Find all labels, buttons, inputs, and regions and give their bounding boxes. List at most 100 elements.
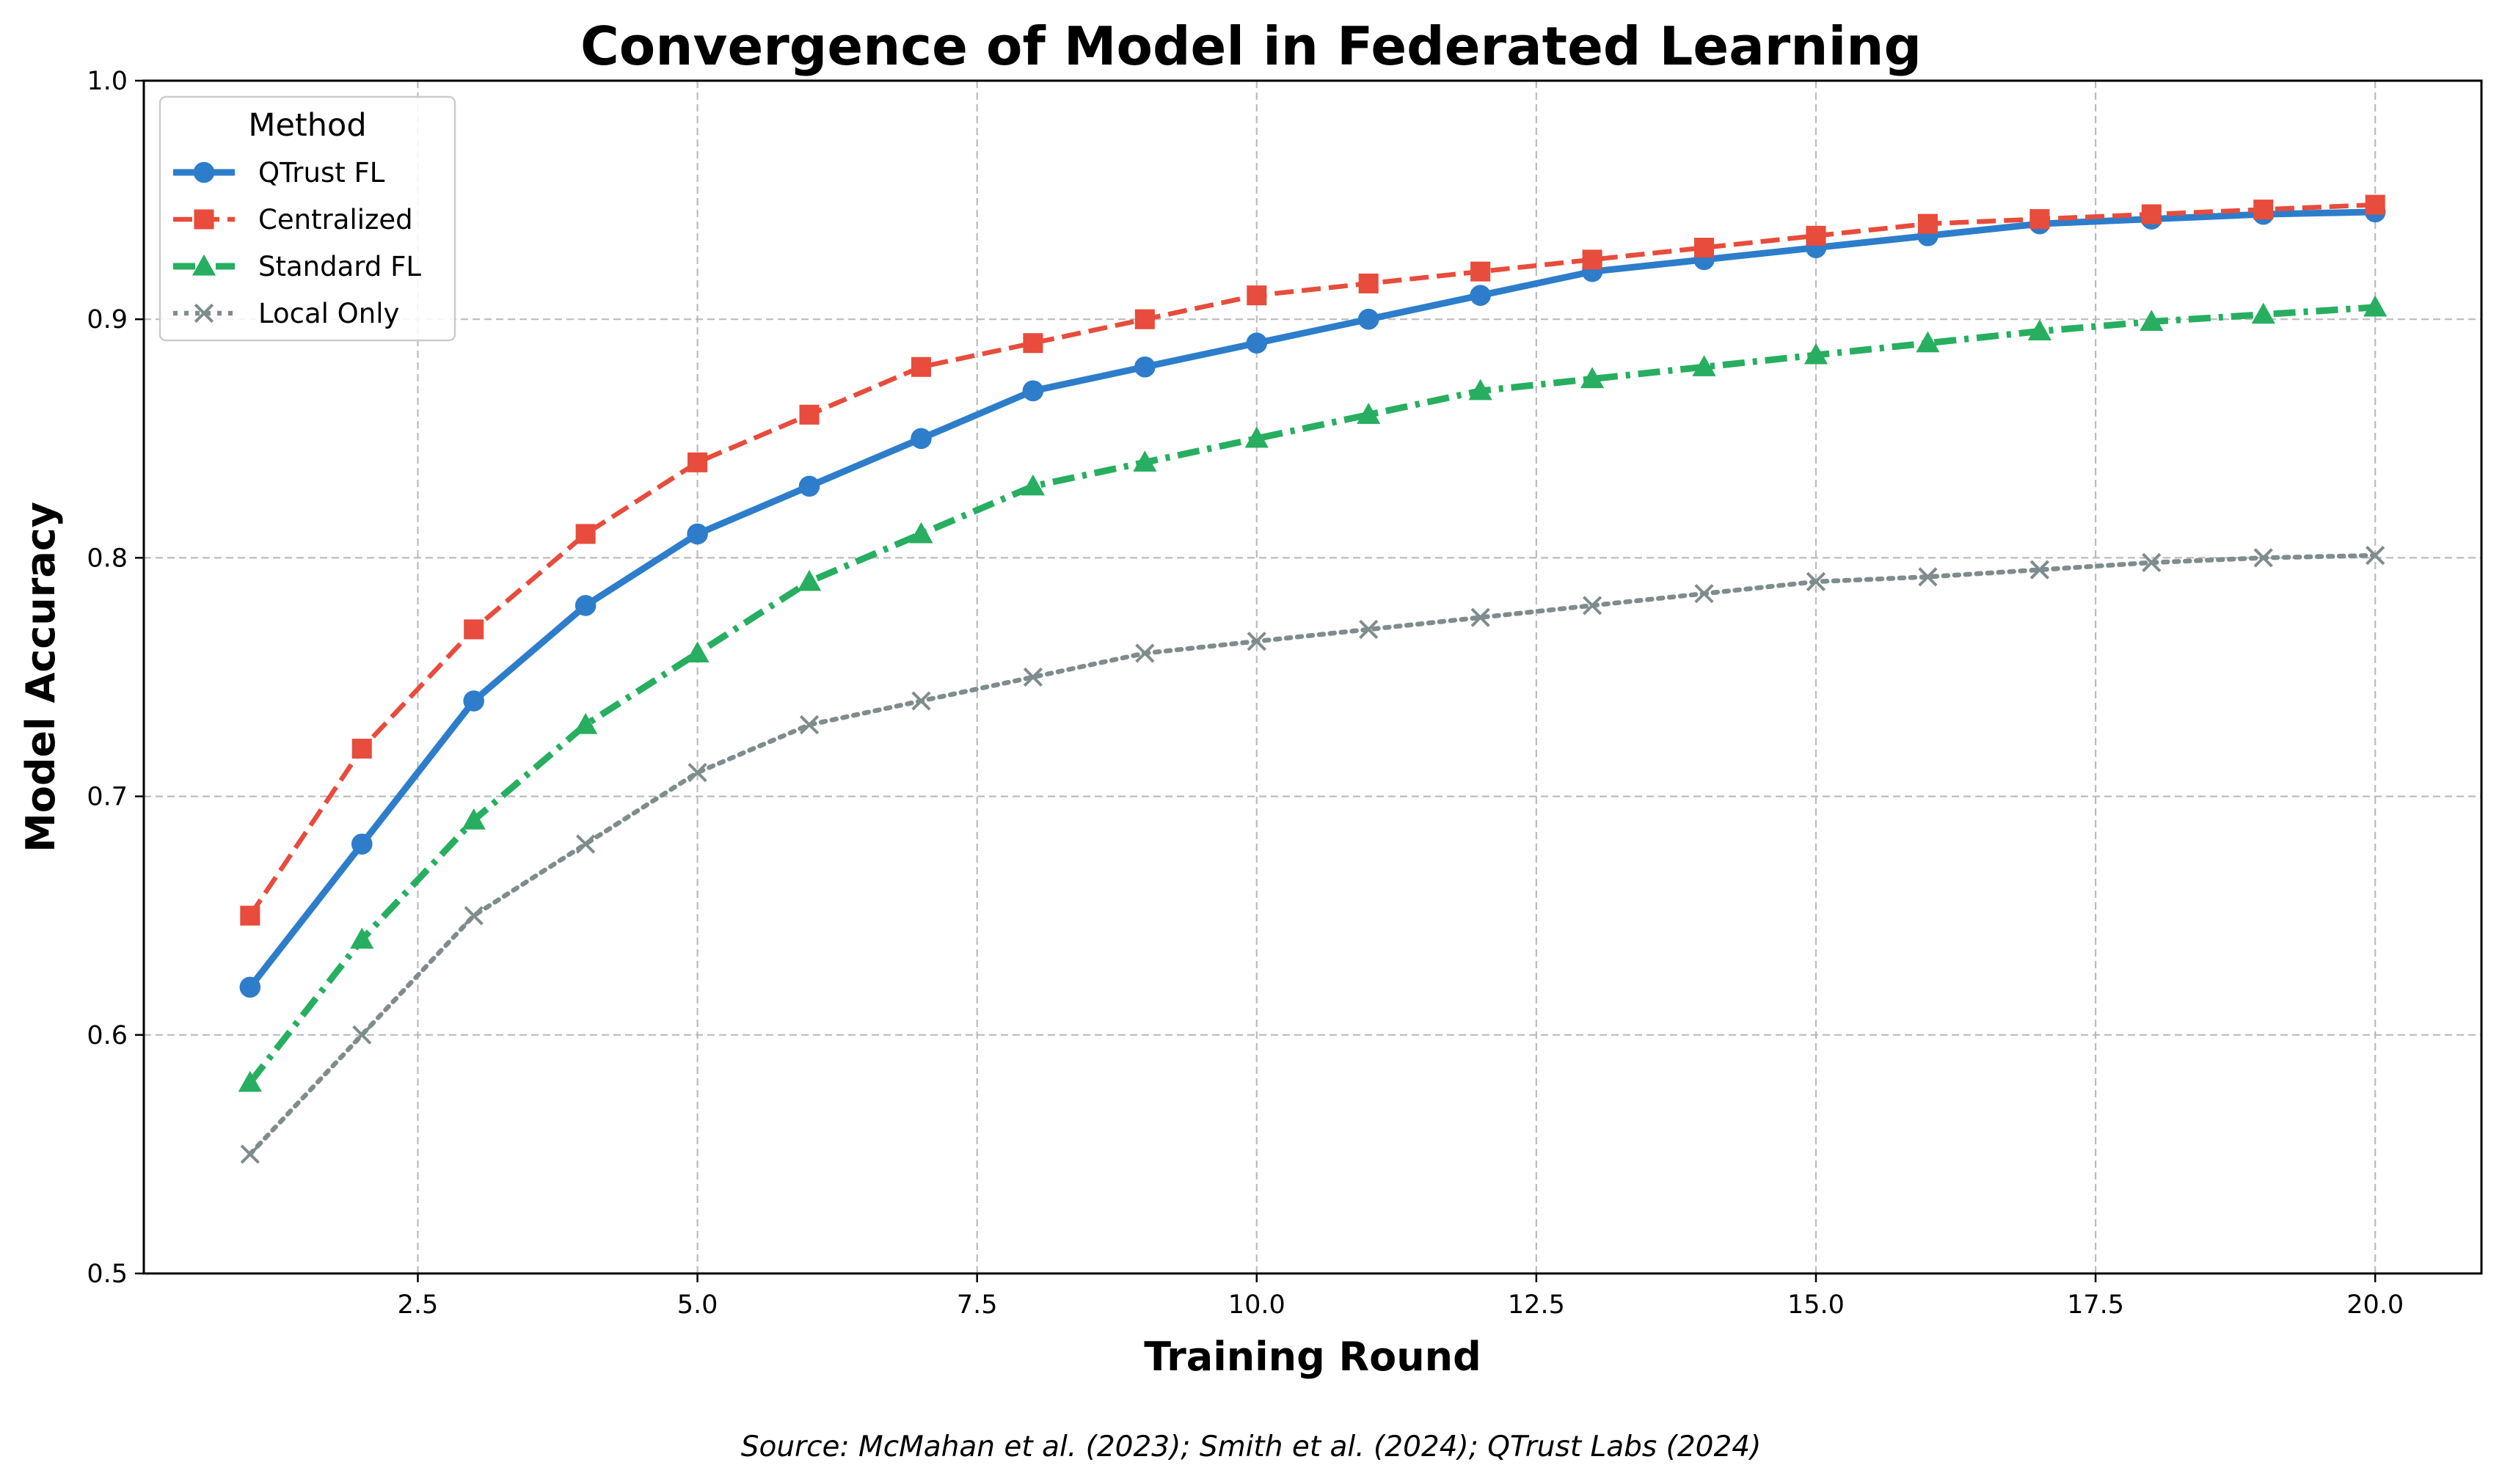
x-tick-label: 7.5 (957, 1290, 998, 1320)
legend-item: Local Only (173, 298, 399, 329)
data-point (464, 619, 484, 640)
legend-title: Method (248, 107, 366, 144)
data-point (2142, 552, 2162, 573)
data-point (1694, 584, 1714, 604)
data-point (1357, 403, 1381, 424)
data-point (575, 524, 596, 544)
data-point (1246, 332, 1268, 354)
x-tick-label: 20.0 (2346, 1290, 2404, 1320)
data-point (1247, 632, 1266, 651)
data-point (350, 927, 374, 949)
data-point (799, 404, 820, 425)
data-point (1468, 379, 1492, 401)
data-point (1022, 380, 1044, 402)
series-line (247, 304, 2376, 1085)
legend-item: QTrust FL (173, 157, 385, 189)
data-point (909, 522, 933, 544)
y-axis-label: Model Accuracy (18, 502, 64, 852)
data-point (687, 452, 708, 472)
legend-item: Centralized (173, 204, 413, 235)
legend-item: Standard FL (173, 251, 421, 282)
series-line (247, 552, 2378, 1157)
data-point (351, 833, 373, 855)
legend-marker (192, 254, 216, 276)
data-point (240, 1144, 260, 1164)
data-point (1023, 667, 1043, 687)
data-point (463, 690, 484, 712)
data-point (1803, 343, 1828, 365)
data-point (462, 808, 486, 830)
data-point (1021, 474, 1046, 496)
data-point (1023, 333, 1043, 354)
data-point (351, 739, 372, 759)
data-point (1918, 567, 1938, 587)
data-point (1694, 238, 1715, 258)
data-point (574, 712, 598, 734)
data-point (575, 595, 597, 616)
data-point (1133, 450, 1157, 472)
data-point (1135, 643, 1155, 663)
series-qtrust-fl (239, 201, 2386, 998)
data-point (576, 834, 596, 854)
data-point (2140, 310, 2164, 332)
data-point (797, 569, 822, 591)
data-point (1470, 607, 1490, 627)
plot-frame (142, 79, 2483, 1275)
legend: Method QTrust FL Centralized Standard FL Lo… (158, 95, 456, 342)
data-point (1917, 213, 1938, 234)
data-point (1357, 308, 1379, 330)
data-point (1582, 249, 1602, 270)
data-point (1692, 355, 1716, 376)
data-point (1916, 331, 1940, 353)
data-point (798, 475, 820, 497)
data-point (1470, 285, 1491, 306)
data-point (1470, 261, 1491, 282)
data-point (464, 906, 484, 926)
legend-marker (194, 303, 214, 324)
data-point (239, 976, 261, 998)
y-tick-label: 0.7 (87, 783, 128, 812)
x-tick-label: 17.5 (2067, 1290, 2124, 1320)
data-point (2253, 200, 2274, 220)
data-point (2253, 548, 2273, 568)
legend-label: Standard FL (258, 251, 421, 282)
data-point (352, 1025, 372, 1045)
data-point (2363, 295, 2388, 317)
series-layer (238, 194, 2388, 1164)
legend-label: Centralized (258, 204, 413, 235)
data-point (2251, 302, 2275, 324)
data-point (1134, 356, 1156, 378)
legend-marker (193, 161, 215, 183)
data-point (2029, 560, 2049, 580)
data-point (1806, 571, 1826, 592)
data-point (685, 641, 710, 663)
data-point (799, 714, 820, 735)
y-tick-label: 0.5 (87, 1260, 128, 1289)
series-centralized (240, 194, 2385, 926)
legend-label: Local Only (258, 298, 399, 329)
data-point (1358, 273, 1379, 293)
data-point (1134, 309, 1155, 329)
series-line (248, 202, 2376, 918)
y-axis-ticks: 0.5 0.6 0.7 0.8 0.9 1.0 (87, 67, 144, 1289)
data-point (1580, 367, 1605, 389)
data-point (911, 428, 932, 450)
x-tick-label: 10.0 (1228, 1290, 1285, 1320)
legend-marker (194, 209, 214, 230)
data-point (2027, 319, 2051, 341)
x-tick-label: 12.5 (1508, 1290, 1565, 1320)
y-tick-label: 0.8 (87, 544, 128, 573)
x-axis-ticks: 2.5 5.0 7.5 10.0 12.5 15.0 17.5 20.0 (398, 1273, 2404, 1320)
data-point (1582, 596, 1602, 615)
data-point (1806, 225, 1826, 246)
data-point (911, 691, 931, 711)
x-tick-label: 15.0 (1787, 1290, 1845, 1320)
source-note: Source: McMahan et al. (2023); Smith et … (741, 1430, 1762, 1463)
y-tick-label: 0.9 (87, 305, 128, 335)
y-tick-label: 0.6 (87, 1021, 128, 1050)
data-point (1244, 426, 1269, 448)
chart-title: Convergence of Model in Federated Learni… (580, 15, 1922, 77)
data-point (240, 905, 260, 926)
data-point (238, 1070, 262, 1092)
